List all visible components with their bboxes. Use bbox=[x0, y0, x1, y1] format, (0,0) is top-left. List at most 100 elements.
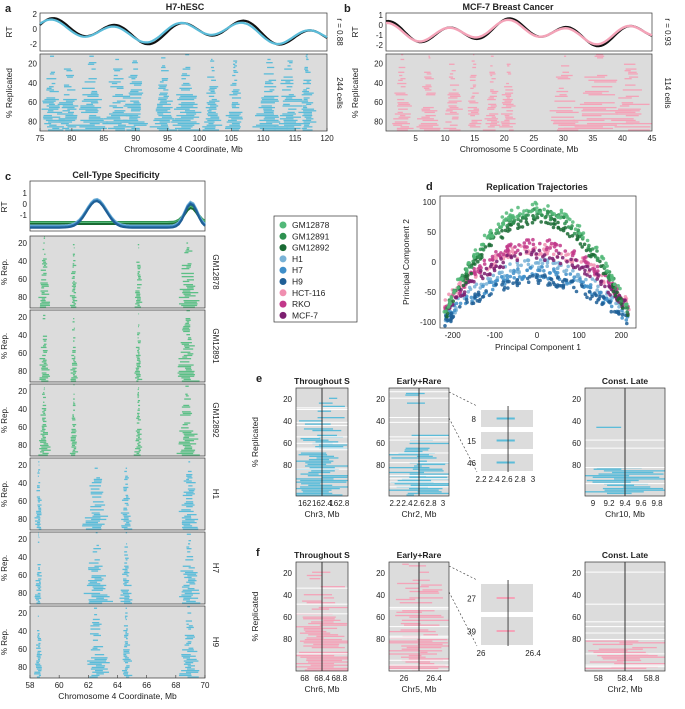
replicated-segment bbox=[81, 111, 98, 114]
subpanel-title: Const. Late bbox=[602, 376, 649, 386]
replicated-segment bbox=[398, 116, 411, 118]
scatter-point bbox=[531, 274, 535, 278]
scatter-point bbox=[618, 286, 622, 291]
scatter-point bbox=[593, 291, 597, 296]
replicated-segment bbox=[283, 121, 297, 123]
replicated-segment bbox=[255, 114, 279, 117]
replicated-segment bbox=[40, 441, 47, 443]
replicated-segment bbox=[394, 92, 406, 94]
replicated-segment bbox=[89, 662, 110, 664]
replicated-segment bbox=[130, 89, 143, 91]
scatter-point bbox=[512, 268, 516, 273]
replicated-segment bbox=[233, 60, 238, 62]
replicated-segment bbox=[284, 98, 303, 101]
replicated-segment bbox=[296, 481, 347, 483]
x-tick-label: 85 bbox=[99, 134, 108, 143]
replicated-segment bbox=[423, 129, 440, 131]
replicated-segment bbox=[123, 498, 130, 500]
replicated-segment bbox=[65, 100, 75, 102]
scatter-point bbox=[555, 276, 560, 280]
replicated-segment bbox=[303, 79, 312, 81]
replicated-segment bbox=[598, 648, 643, 650]
replicated-segment bbox=[41, 369, 50, 371]
replicated-segment bbox=[36, 668, 42, 670]
replicated-segment bbox=[300, 452, 327, 454]
replicated-segment bbox=[307, 463, 327, 466]
replicated-segment bbox=[72, 282, 77, 284]
replicated-segment bbox=[470, 114, 475, 117]
replicated-segment bbox=[137, 409, 140, 411]
replicated-segment bbox=[132, 60, 138, 62]
replicated-segment bbox=[594, 81, 617, 83]
replicated-segment bbox=[43, 396, 46, 399]
replicated-segment bbox=[123, 671, 129, 673]
replicated-segment bbox=[490, 89, 494, 91]
replicated-segment bbox=[137, 400, 141, 402]
scatter-point bbox=[494, 250, 498, 254]
replicated-segment bbox=[303, 89, 307, 91]
panel-label: e bbox=[256, 373, 262, 385]
replicated-segment bbox=[425, 114, 436, 117]
scatter-point bbox=[538, 278, 542, 283]
y-axis-label: RT bbox=[350, 26, 360, 37]
x-tick-label: 3 bbox=[441, 499, 446, 508]
x-tick-label: 58 bbox=[26, 681, 35, 690]
replicated-segment bbox=[504, 114, 510, 117]
replicated-segment bbox=[185, 572, 198, 574]
replicated-segment bbox=[260, 100, 279, 102]
replicated-segment bbox=[449, 95, 461, 98]
replicated-segment bbox=[133, 124, 147, 126]
replicated-segment bbox=[123, 625, 128, 627]
replicated-segment bbox=[261, 105, 272, 107]
scatter-point bbox=[516, 205, 520, 210]
replicated-segment bbox=[114, 70, 121, 72]
replicated-segment bbox=[158, 129, 178, 131]
x-tick-label: 115 bbox=[289, 134, 302, 143]
scatter-point bbox=[555, 271, 560, 275]
x-tick-label: 100 bbox=[193, 134, 207, 143]
replicated-segment bbox=[261, 129, 277, 131]
x-tick-label: 15 bbox=[470, 134, 479, 143]
scatter-point bbox=[476, 290, 481, 295]
replicated-segment bbox=[123, 649, 130, 651]
scatter-point bbox=[570, 263, 575, 268]
replicated-segment bbox=[400, 126, 410, 128]
replicated-segment bbox=[36, 490, 41, 492]
replicated-segment bbox=[469, 102, 479, 104]
scatter-point bbox=[572, 275, 576, 280]
scatter-point bbox=[467, 261, 472, 265]
replicated-segment bbox=[261, 98, 278, 101]
replicated-segment bbox=[125, 532, 128, 534]
scatter-point bbox=[507, 279, 511, 284]
replicated-segment bbox=[37, 638, 41, 640]
heatmap-background bbox=[30, 310, 205, 382]
replicated-segment bbox=[128, 92, 144, 94]
replicated-segment bbox=[389, 653, 438, 655]
replicated-segment bbox=[95, 665, 106, 667]
replicated-segment bbox=[304, 116, 312, 118]
scatter-point bbox=[567, 234, 572, 239]
replicated-segment bbox=[137, 428, 142, 431]
scatter-point bbox=[518, 212, 522, 216]
scatter-point bbox=[519, 263, 523, 268]
scatter-point bbox=[607, 300, 611, 304]
replicated-segment bbox=[73, 327, 75, 329]
scatter-point bbox=[561, 284, 566, 289]
replicated-segment bbox=[501, 113, 513, 115]
replicated-segment bbox=[112, 102, 121, 104]
replicated-segment bbox=[187, 353, 194, 355]
scatter-point bbox=[538, 251, 543, 255]
replicated-segment bbox=[72, 264, 77, 267]
scatter-point bbox=[551, 261, 555, 266]
replicated-segment bbox=[44, 253, 46, 255]
replicated-segment bbox=[137, 272, 140, 275]
replicated-segment bbox=[37, 636, 40, 638]
replicated-segment bbox=[87, 663, 102, 665]
x-tick-label: 9.4 bbox=[619, 499, 631, 508]
replicated-segment bbox=[122, 97, 142, 99]
replicated-segment bbox=[207, 103, 217, 106]
replicated-segment bbox=[392, 122, 410, 125]
legend-marker bbox=[279, 278, 287, 285]
replicated-segment bbox=[111, 82, 118, 85]
replicated-segment bbox=[43, 401, 45, 403]
